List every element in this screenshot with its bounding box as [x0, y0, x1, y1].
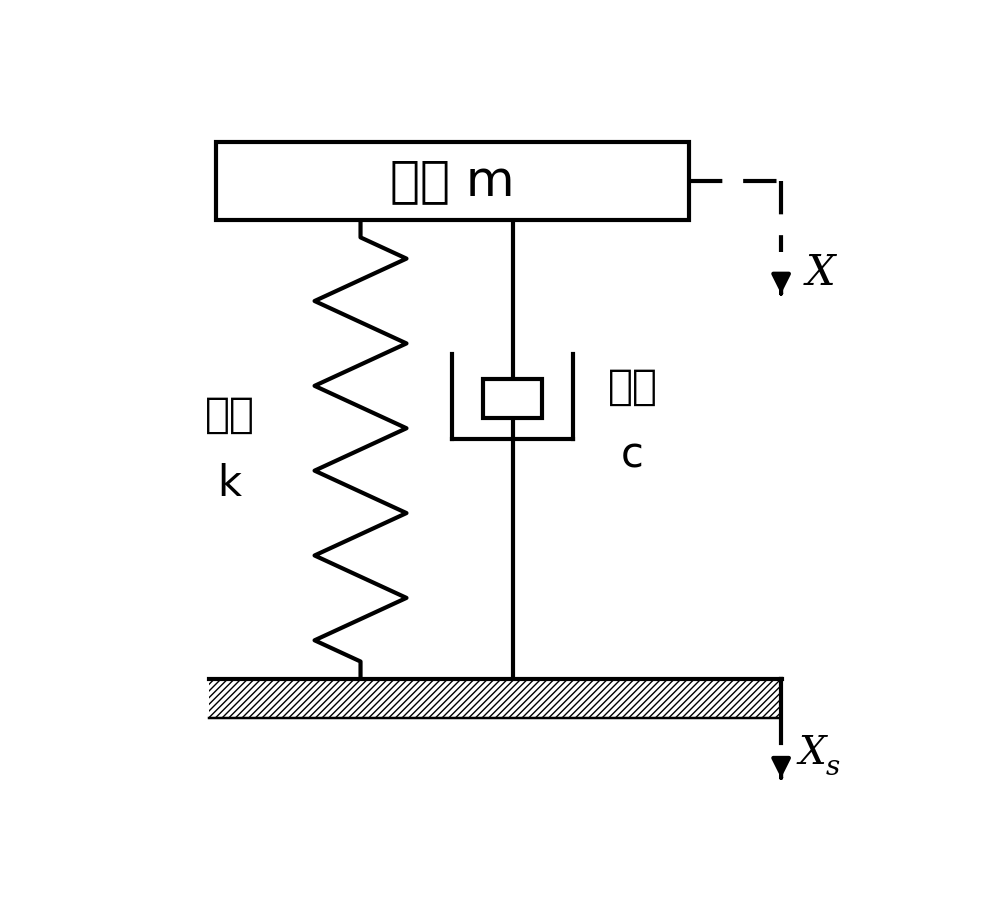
- Text: 弹簧
k: 弹簧 k: [205, 394, 255, 505]
- Bar: [209, 679, 781, 718]
- Bar: [216, 142, 689, 219]
- Text: 质量 m: 质量 m: [390, 157, 515, 205]
- Text: X: X: [806, 252, 835, 294]
- Text: X: X: [799, 735, 826, 772]
- Bar: [483, 379, 542, 418]
- Text: s: s: [826, 754, 840, 781]
- Text: 阻尼
c: 阻尼 c: [608, 366, 658, 476]
